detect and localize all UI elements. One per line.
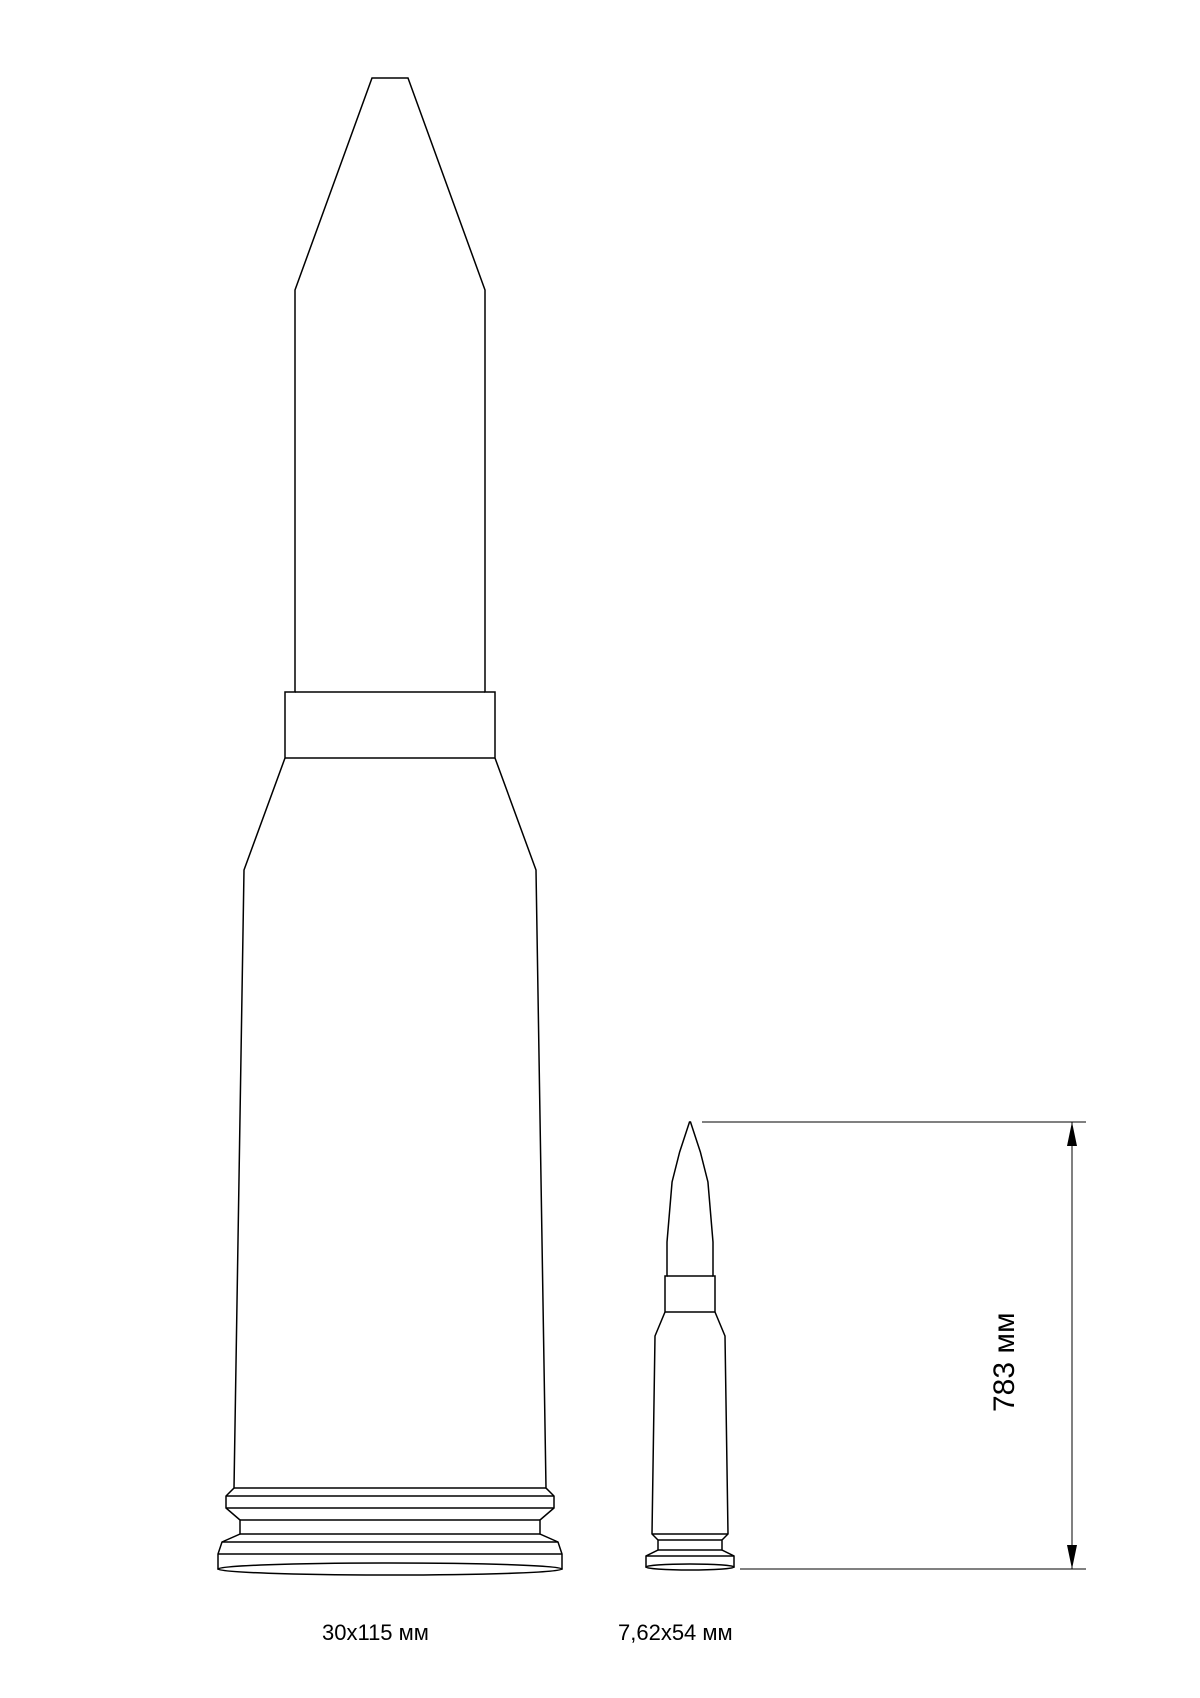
large-cartridge-label: 30х115 мм [322, 1620, 429, 1646]
dimension-label: 783 мм [988, 1312, 1021, 1412]
dimension-arrow-bottom [1067, 1545, 1077, 1569]
large-cartridge-base-ellipse [218, 1563, 562, 1575]
small-cartridge-outline [646, 1122, 734, 1567]
small-cartridge-base-ellipse [646, 1564, 734, 1570]
small-cartridge-label: 7,62х54 мм [618, 1620, 733, 1646]
large-cartridge-outline [218, 78, 562, 1569]
dimension-arrow-top [1067, 1122, 1077, 1146]
